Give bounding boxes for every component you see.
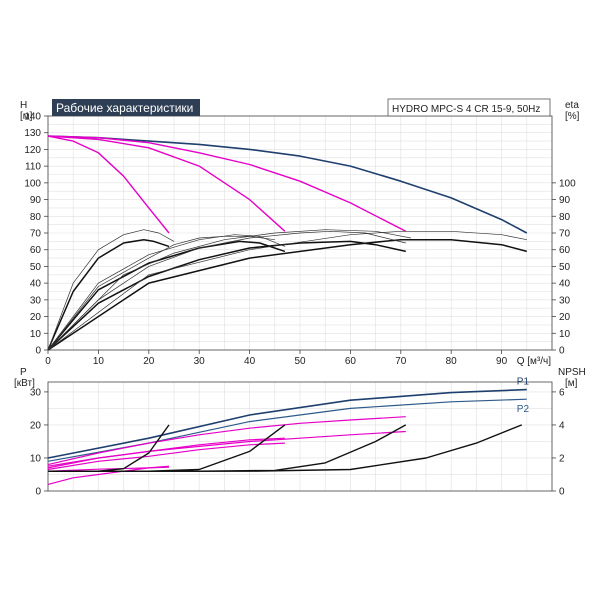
efficiency-curve-thin: [47, 230, 527, 351]
y-axis-title: P: [20, 367, 27, 378]
y2-tick-label: 40: [559, 279, 571, 290]
model-box: [387, 98, 551, 117]
efficiency-curve: [47, 238, 527, 351]
y2-tick-label: 100: [559, 178, 576, 189]
p2-label: P2: [517, 404, 530, 415]
y2-axis-title: eta: [565, 100, 579, 111]
y2-tick-label: 0: [559, 487, 565, 498]
pump-head-curve: [47, 135, 407, 232]
pump-power-curve: [47, 416, 406, 466]
y-tick-label: 140: [24, 112, 41, 123]
y-tick-label: 130: [24, 128, 41, 139]
efficiency-curve-thin: [47, 230, 406, 351]
chart-title: Рабочие характеристики: [56, 101, 193, 115]
x-tick-label: 30: [194, 356, 206, 367]
efficiency-curve-thin: [47, 235, 275, 351]
y2-tick-label: 10: [559, 329, 571, 340]
x-tick-label: 10: [93, 356, 105, 367]
y2-tick-label: 30: [559, 295, 571, 306]
y2-tick-label: 60: [559, 245, 571, 256]
y-tick-label: 40: [30, 279, 42, 290]
system-head-curve: [47, 135, 528, 234]
x-tick-label: 50: [294, 356, 306, 367]
y-tick-label: 120: [24, 145, 41, 156]
y-tick-label: 30: [30, 387, 42, 398]
y-axis-unit: [м]: [20, 111, 33, 122]
y2-tick-label: 6: [559, 387, 565, 398]
x-tick-label: 70: [395, 356, 407, 367]
power-panel: 0 10 20 30 0 2 4 6 P[кВт] NPSH[м] P1 P2: [14, 367, 586, 498]
y2-tick-label: 70: [559, 229, 571, 240]
efficiency-curve: [47, 240, 406, 351]
pump-head-curve: [47, 135, 170, 234]
p1-power-curve: [47, 388, 527, 459]
npsh-curve: [48, 424, 523, 472]
x-tick-label: 80: [446, 356, 458, 367]
y-tick-label: 90: [30, 195, 42, 206]
y-tick-label: 30: [30, 295, 42, 306]
x-tick-label: 60: [345, 356, 357, 367]
efficiency-curve-thin: [47, 229, 411, 351]
pump-head-curve: [47, 135, 286, 232]
y2-axis-unit: [%]: [565, 111, 580, 122]
efficiency-curve: [47, 238, 170, 351]
y-tick-label: 20: [30, 420, 42, 431]
efficiency-curve-thin: [47, 234, 286, 351]
y-tick-label: 110: [25, 162, 41, 173]
y2-tick-label: 4: [559, 420, 565, 431]
y-tick-label: 100: [24, 178, 41, 189]
title-box: [52, 99, 200, 116]
y-tick-label: 20: [30, 312, 42, 323]
head-panel: 0102030405060708090100110120130140010203…: [20, 98, 580, 367]
y-tick-label: 10: [30, 453, 42, 464]
y-tick-label: 10: [30, 329, 42, 340]
pump-power-curve: [47, 442, 285, 471]
y2-tick-label: 2: [559, 453, 565, 464]
y-tick-label: 0: [35, 346, 41, 357]
y2-tick-label: 90: [559, 195, 571, 206]
y-tick-label: 60: [30, 245, 42, 256]
y-axis-unit: [кВт]: [14, 378, 35, 389]
model-label: HYDRO MPC-S 4 CR 15-9, 50Hz: [392, 104, 540, 115]
y-tick-label: 70: [30, 229, 42, 240]
y2-axis-unit: [м]: [565, 378, 578, 389]
y-tick-label: 50: [30, 262, 42, 273]
x-tick-label: 90: [496, 356, 508, 367]
y2-tick-label: 80: [559, 212, 571, 223]
plot-frame: [47, 381, 553, 492]
y2-tick-label: 20: [559, 312, 571, 323]
y2-tick-label: 50: [559, 262, 571, 273]
y-axis-title: H: [20, 100, 27, 111]
y-tick-label: 80: [30, 212, 42, 223]
y2-tick-label: 0: [559, 346, 565, 357]
p1-label: P1: [517, 377, 530, 388]
efficiency-curve-thin: [47, 229, 175, 351]
x-axis-title: Q [м³/ч]: [517, 356, 552, 367]
y-tick-label: 0: [35, 487, 41, 498]
x-tick-label: 40: [244, 356, 256, 367]
x-tick-label: 0: [45, 356, 51, 367]
x-tick-label: 20: [143, 356, 155, 367]
pump-power-curve: [47, 430, 406, 467]
y2-axis-title: NPSH: [558, 367, 586, 378]
